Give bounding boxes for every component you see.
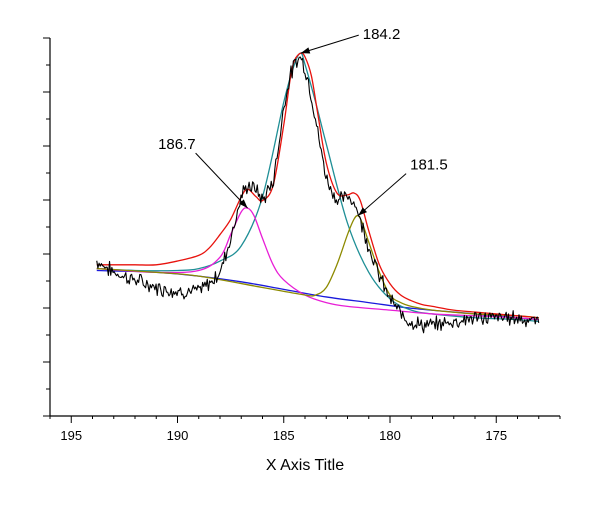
x-axis-title: X Axis Title [266,457,344,474]
x-tick-label: 185 [273,428,295,443]
component-curve-184-2 [96,52,539,323]
envelope-curve [96,52,539,319]
annotation-arrow-line [195,152,248,209]
annotation-arrow-head [358,207,368,216]
annotation-arrow-line [300,34,359,54]
axes [49,38,560,417]
x-tick-label: 175 [485,428,507,443]
series-layer [96,52,540,334]
x-tick-label: 195 [60,428,82,443]
annotation-label: 184.2 [363,26,401,43]
annotation-label: 186.7 [158,136,196,153]
annotation-layer: 184.2 186.7 181.5 [158,26,448,217]
raw-curve [96,56,540,334]
x-tick-label: 180 [379,428,401,443]
x-tick-label: 190 [167,428,189,443]
annotation-arrow-head [239,199,248,209]
component-curve-181-5 [96,214,539,319]
component-curve-186-7 [96,207,539,321]
annotation-arrow-head [300,47,311,54]
x-ticks: 195 190 185 180 175 [49,416,561,443]
y-ticks [43,37,50,417]
annotation-label: 181.5 [410,157,448,174]
annotation-arrow-line [357,173,407,217]
